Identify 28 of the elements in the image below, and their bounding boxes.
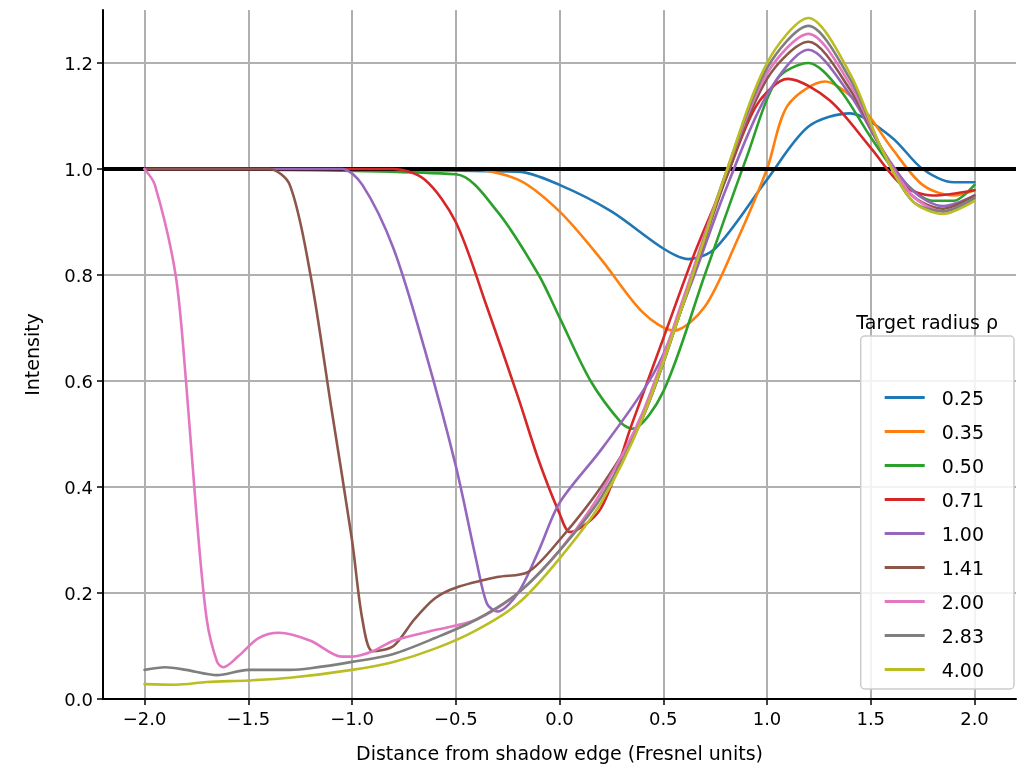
y-tick-label: 0.0 (64, 688, 93, 710)
legend-label: 1.00 (941, 522, 985, 545)
y-axis-title: Intensity (20, 313, 43, 396)
legend-label: 2.83 (941, 624, 985, 647)
legend-label: 1.41 (941, 556, 985, 579)
y-tick-label: 1.2 (64, 52, 93, 74)
x-tick-label: 2.0 (960, 707, 989, 729)
legend-label: 2.00 (941, 590, 985, 613)
x-axis-title: Distance from shadow edge (Fresnel units) (356, 741, 763, 764)
y-tick-label: 0.6 (64, 370, 93, 392)
x-tick-label: −1.0 (330, 707, 374, 729)
x-tick-label: −1.5 (226, 707, 271, 729)
legend-label: 0.25 (941, 386, 985, 409)
x-tick-label: 0.5 (648, 707, 678, 729)
x-tick-label: −2.0 (122, 707, 167, 729)
legend-label: 0.71 (941, 488, 985, 511)
x-tick-label: −0.5 (433, 707, 478, 729)
y-tick-label: 0.2 (64, 582, 93, 604)
x-tick-label: 0.0 (545, 707, 574, 729)
legend-label: 0.35 (941, 420, 985, 443)
legend-label: 4.00 (941, 658, 985, 681)
x-tick-label: 1.0 (752, 707, 782, 729)
y-tick-label: 0.4 (64, 476, 93, 498)
x-tick-label: 1.5 (856, 707, 886, 729)
legend-title: Target radius ρ (855, 310, 998, 333)
legend-label: 0.50 (941, 454, 985, 477)
y-tick-label: 1.0 (64, 158, 93, 180)
y-tick-label: 0.8 (64, 264, 93, 286)
